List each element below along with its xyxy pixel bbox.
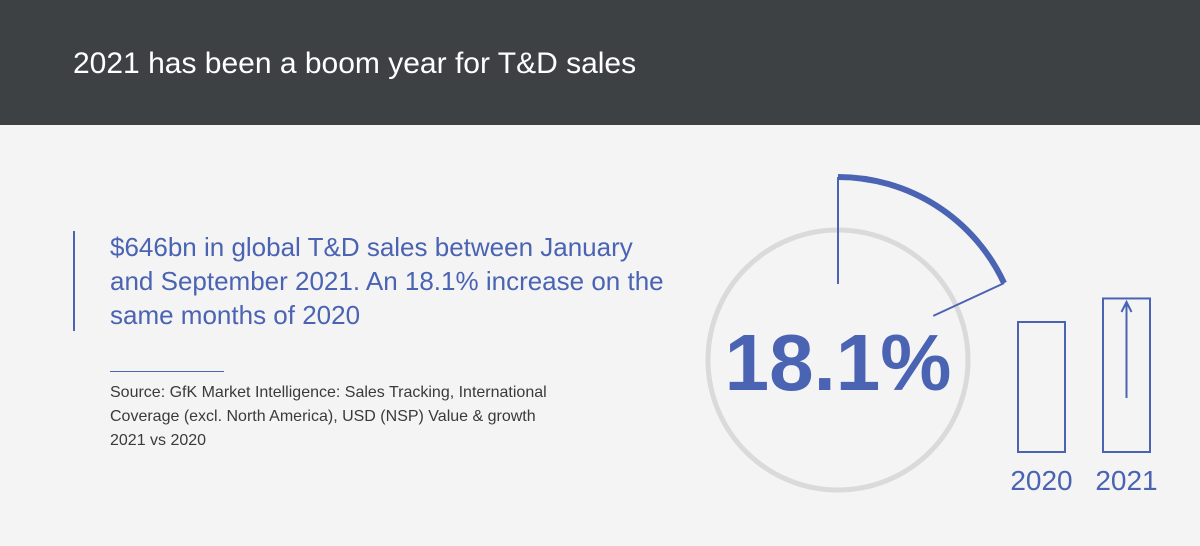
ring-edge-line <box>932 282 1005 317</box>
headline-text: $646bn in global T&D sales between Janua… <box>110 232 664 330</box>
header-banner: 2021 has been a boom year for T&D sales <box>0 0 1200 125</box>
bar-2021 <box>1102 297 1151 453</box>
source-note: Source: GfK Market Intelligence: Sales T… <box>110 384 547 449</box>
bar-label-2020: 2020 <box>1010 465 1072 496</box>
arrow-head-icon <box>1120 299 1133 313</box>
ring-arc <box>837 174 1007 285</box>
bar-2020 <box>1017 321 1066 453</box>
source-divider <box>110 371 224 372</box>
accent-bar <box>73 231 75 331</box>
growth-percent-label: 18.1% <box>725 318 952 407</box>
bar-label-2021: 2021 <box>1095 465 1157 496</box>
page-title: 2021 has been a boom year for T&D sales <box>73 47 637 80</box>
